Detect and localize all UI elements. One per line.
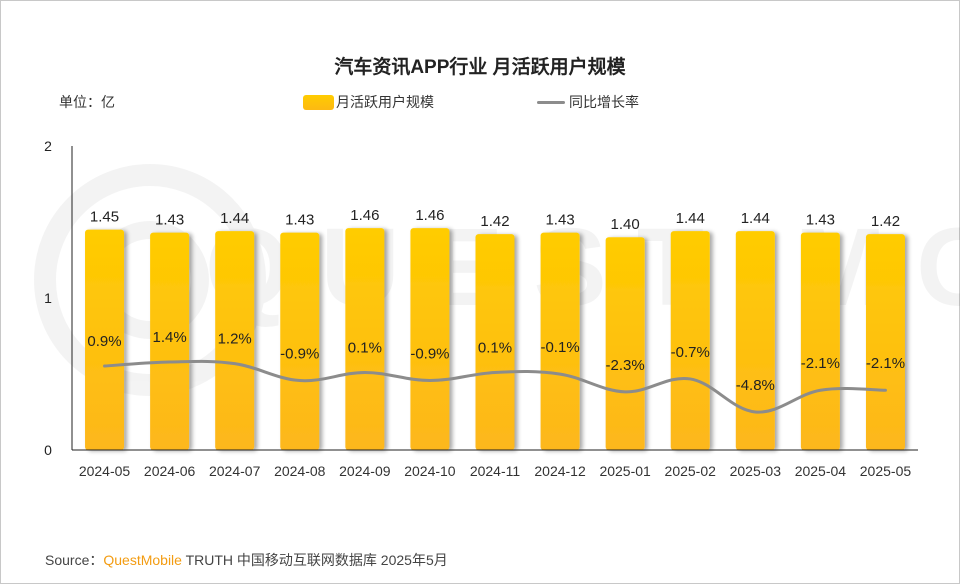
x-tick-label: 2024-12	[534, 463, 586, 479]
yoy-value-label: -2.1%	[801, 355, 840, 372]
y-axis: 0 1 2	[44, 138, 73, 458]
source-brand: QuestMobile	[103, 552, 182, 568]
bar-2025-03	[735, 231, 775, 450]
source-note: Source：QuestMobile TRUTH 中国移动互联网数据库 2025…	[45, 550, 448, 570]
x-tick-label: 2024-07	[209, 463, 261, 479]
bar-2024-11	[475, 234, 515, 450]
bars-group: 1.45 1.43 1.44 1.43 1.46 1.46 1.42 1.43 1.40 1.44…	[85, 207, 905, 450]
bar-2025-04	[800, 232, 840, 450]
bar-value-label: 1.42	[871, 213, 900, 230]
legend-item-yoy: 同比增长率	[537, 92, 639, 112]
legend-line-swatch-icon	[537, 100, 565, 104]
legend-bar-swatch-icon	[303, 94, 334, 110]
bar-2025-01	[605, 237, 645, 450]
source-prefix: Source：	[45, 552, 104, 568]
x-tick-label: 2024-06	[144, 463, 196, 479]
x-axis: 2024-05 2024-06 2024-07 2024-08 2024-09 2024-…	[72, 449, 918, 479]
x-tick-label: 2025-01	[599, 463, 651, 479]
bar-value-label: 1.42	[480, 213, 509, 230]
chart-title: 汽车资讯APP行业 月活跃用户规模	[334, 57, 626, 78]
bar-2025-02	[670, 231, 710, 450]
x-tick-label: 2024-05	[79, 463, 131, 479]
yoy-value-label: -0.1%	[540, 339, 579, 356]
bar-2024-07	[215, 231, 255, 450]
bar-2024-05	[85, 229, 125, 450]
legend-label-yoy: 同比增长率	[569, 94, 639, 110]
bar-value-label: 1.44	[220, 210, 249, 227]
bar-value-label: 1.43	[806, 212, 835, 229]
yoy-value-label: -0.9%	[280, 346, 319, 363]
bar-value-label: 1.43	[545, 212, 574, 229]
x-tick-label: 2024-08	[274, 463, 326, 479]
y-tick-label: 2	[44, 138, 52, 154]
y-tick-label: 1	[44, 290, 52, 306]
yoy-value-label: 1.2%	[218, 331, 252, 348]
bar-value-label: 1.44	[741, 210, 770, 227]
bar-value-label: 1.43	[285, 212, 314, 229]
yoy-value-label: 1.4%	[153, 329, 187, 346]
bar-2025-05	[865, 234, 905, 450]
x-tick-label: 2025-05	[860, 463, 912, 479]
source-rest: TRUTH 中国移动互联网数据库 2025年5月	[181, 552, 448, 568]
bar-2024-09	[345, 228, 385, 450]
bar-2024-10	[410, 228, 450, 450]
bar-value-label: 1.44	[676, 210, 705, 227]
bar-value-label: 1.45	[90, 209, 119, 226]
yoy-value-label: 0.1%	[348, 339, 382, 356]
bar-value-label: 1.46	[350, 207, 379, 224]
x-tick-label: 2024-09	[339, 463, 391, 479]
yoy-value-label: -0.7%	[671, 344, 710, 361]
bar-value-label: 1.40	[611, 216, 640, 233]
legend-item-mau: 月活跃用户规模	[303, 92, 434, 112]
bar-value-label: 1.43	[155, 212, 184, 229]
x-tick-label: 2025-03	[730, 463, 782, 479]
x-tick-label: 2024-11	[470, 463, 521, 479]
line-group: 0.9% 1.4% 1.2% -0.9% 0.1% -0.9% 0.1% -0.1% -2.3%…	[87, 329, 905, 414]
x-tick-label: 2025-02	[665, 463, 717, 479]
x-tick-label: 2024-10	[404, 463, 456, 479]
bar-2024-06	[150, 232, 190, 450]
legend-label-mau: 月活跃用户规模	[336, 94, 434, 110]
unit-label: 单位：亿	[59, 94, 115, 110]
yoy-value-label: -2.1%	[866, 355, 905, 372]
yoy-value-label: -4.8%	[736, 377, 775, 394]
x-tick-label: 2025-04	[795, 463, 847, 479]
bar-value-label: 1.46	[415, 207, 444, 224]
bar-2024-12	[540, 232, 580, 450]
yoy-value-label: 0.9%	[87, 333, 121, 350]
yoy-value-label: -2.3%	[606, 357, 645, 374]
yoy-value-label: -0.9%	[410, 346, 449, 363]
yoy-value-label: 0.1%	[478, 339, 512, 356]
y-tick-label: 0	[44, 442, 52, 458]
bar-2024-08	[280, 232, 320, 450]
